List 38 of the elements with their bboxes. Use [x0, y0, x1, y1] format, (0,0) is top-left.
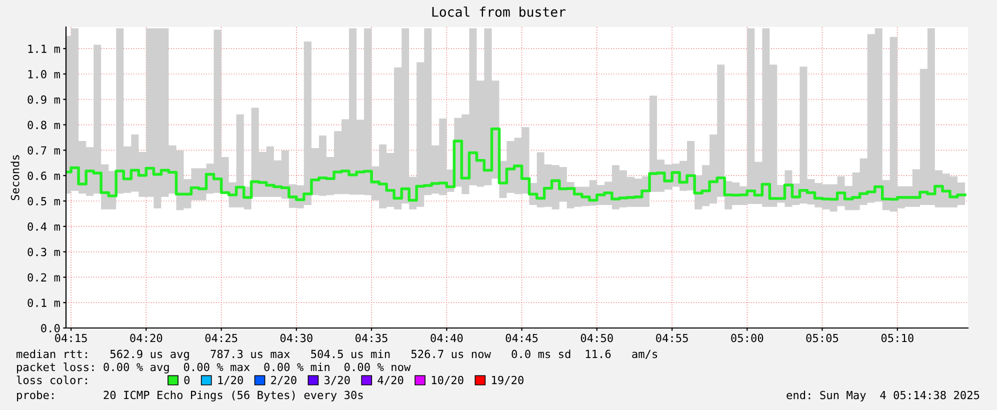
legend-label: 0 [184, 376, 190, 384]
y-axis-title: Seconds [10, 155, 20, 200]
x-tick-label: 04:30 [280, 334, 312, 342]
y-tick-label: 1.1 m [28, 44, 60, 53]
y-tick-label: 0.5 m [28, 197, 60, 206]
x-tick-label: 04:35 [356, 334, 388, 342]
y-tick-label: 0.0 [41, 324, 60, 332]
y-tick-label: 0.4 m [28, 222, 60, 231]
y-tick-label: 0.7 m [28, 146, 60, 155]
legend-label: 10/20 [432, 376, 464, 386]
x-tick-label: 04:50 [580, 334, 613, 342]
chart-title: Local from buster [432, 6, 566, 17]
x-tick-label: 04:20 [130, 334, 162, 342]
x-tick-label: 05:05 [806, 334, 838, 342]
y-tick-label: 0.1 m [28, 298, 60, 308]
y-tick-label: 0.3 m [28, 248, 60, 256]
text: median rtt: 562.9 us avg 787.3 us max 504.5 us min 526.7 us now 0.0 ms sd 11.6 am/s [16, 350, 658, 360]
y-tick-label: 0.8 m [28, 120, 60, 130]
x-tick-label: 04:25 [205, 334, 238, 342]
x-tick-label: 04:45 [506, 334, 538, 342]
text: end: Sun May 4 05:14:38 2025 [786, 390, 980, 402]
x-tick-label: 05:10 [881, 334, 914, 342]
text: packet loss: 0.00 % avg 0.00 % max 0.00 % min 0.00 % now [17, 362, 411, 374]
x-tick-label: 04:15 [55, 334, 87, 342]
legend-label: 2/20 [271, 376, 296, 386]
legend-label: 4/20 [378, 376, 404, 386]
legend-label: 19/20 [492, 376, 524, 386]
x-tick-label: 04:40 [430, 334, 463, 342]
x-tick-label: 04:55 [656, 334, 688, 342]
text: probe: 20 ICMP Echo Pings (56 Bytes) every 30s [17, 390, 363, 402]
legend-title: loss color: [16, 376, 87, 384]
x-tick-label: 05:00 [731, 334, 764, 342]
legend-label: 3/20 [324, 376, 350, 386]
y-tick-label: 0.2 m [28, 273, 60, 282]
legend-label: 1/20 [218, 376, 243, 386]
y-tick-label: 1.0 m [28, 70, 60, 78]
y-tick-label: 0.9 m [28, 95, 60, 104]
y-tick-label: 0.6 m [28, 172, 60, 180]
